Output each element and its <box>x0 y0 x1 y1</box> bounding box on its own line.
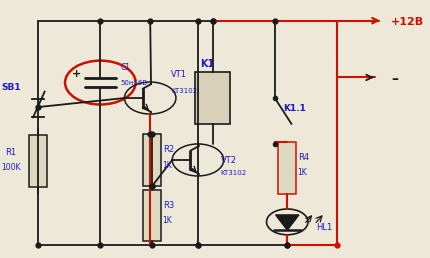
Text: R2: R2 <box>163 145 174 154</box>
Bar <box>29 135 47 187</box>
Text: +12В: +12В <box>391 17 424 27</box>
Text: –: – <box>391 72 398 86</box>
Text: VT1: VT1 <box>171 70 187 79</box>
Bar <box>278 142 296 194</box>
Bar <box>195 72 230 124</box>
Bar <box>143 190 161 241</box>
Text: 1K: 1K <box>298 168 307 178</box>
Text: SB1: SB1 <box>1 83 21 92</box>
Text: 1K: 1K <box>163 161 172 170</box>
Text: R3: R3 <box>163 201 174 210</box>
Text: VT2: VT2 <box>221 156 237 165</box>
Text: HL1: HL1 <box>316 223 333 232</box>
Text: R4: R4 <box>298 153 309 162</box>
Text: 50н16В: 50н16В <box>120 80 147 86</box>
Text: +: + <box>72 69 81 78</box>
Bar <box>143 134 161 186</box>
Text: 100K: 100K <box>1 163 21 172</box>
Text: 1K: 1K <box>163 216 172 225</box>
Text: KT3102: KT3102 <box>171 88 197 94</box>
Text: K1.1: K1.1 <box>283 104 306 113</box>
Text: K1: K1 <box>200 59 214 69</box>
Text: C1: C1 <box>120 63 130 72</box>
Polygon shape <box>276 215 299 230</box>
Text: KT3102: KT3102 <box>221 171 247 176</box>
Text: R1: R1 <box>6 148 17 157</box>
